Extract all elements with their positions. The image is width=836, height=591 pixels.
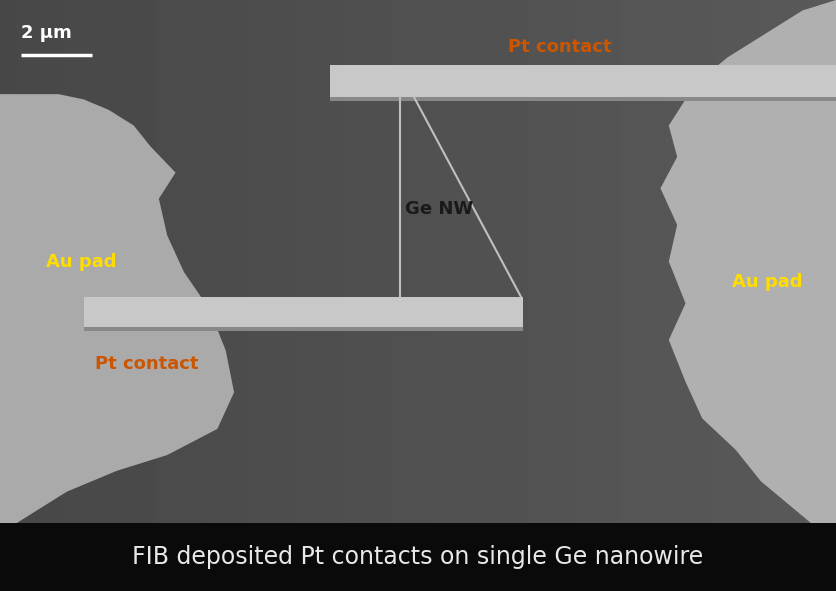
Text: Ge NW: Ge NW [405,200,474,218]
Bar [84,297,522,327]
Polygon shape [660,0,836,523]
Text: Au pad: Au pad [732,274,802,291]
Text: Pt contact: Pt contact [508,38,612,56]
Bar [84,326,522,331]
Text: FIB deposited Pt contacts on single Ge nanowire: FIB deposited Pt contacts on single Ge n… [132,545,704,569]
Polygon shape [0,94,234,523]
Bar [330,96,836,101]
Text: Pt contact: Pt contact [94,355,198,372]
Text: Au pad: Au pad [46,252,116,271]
Text: 2 μm: 2 μm [21,24,72,42]
Bar [330,66,836,97]
